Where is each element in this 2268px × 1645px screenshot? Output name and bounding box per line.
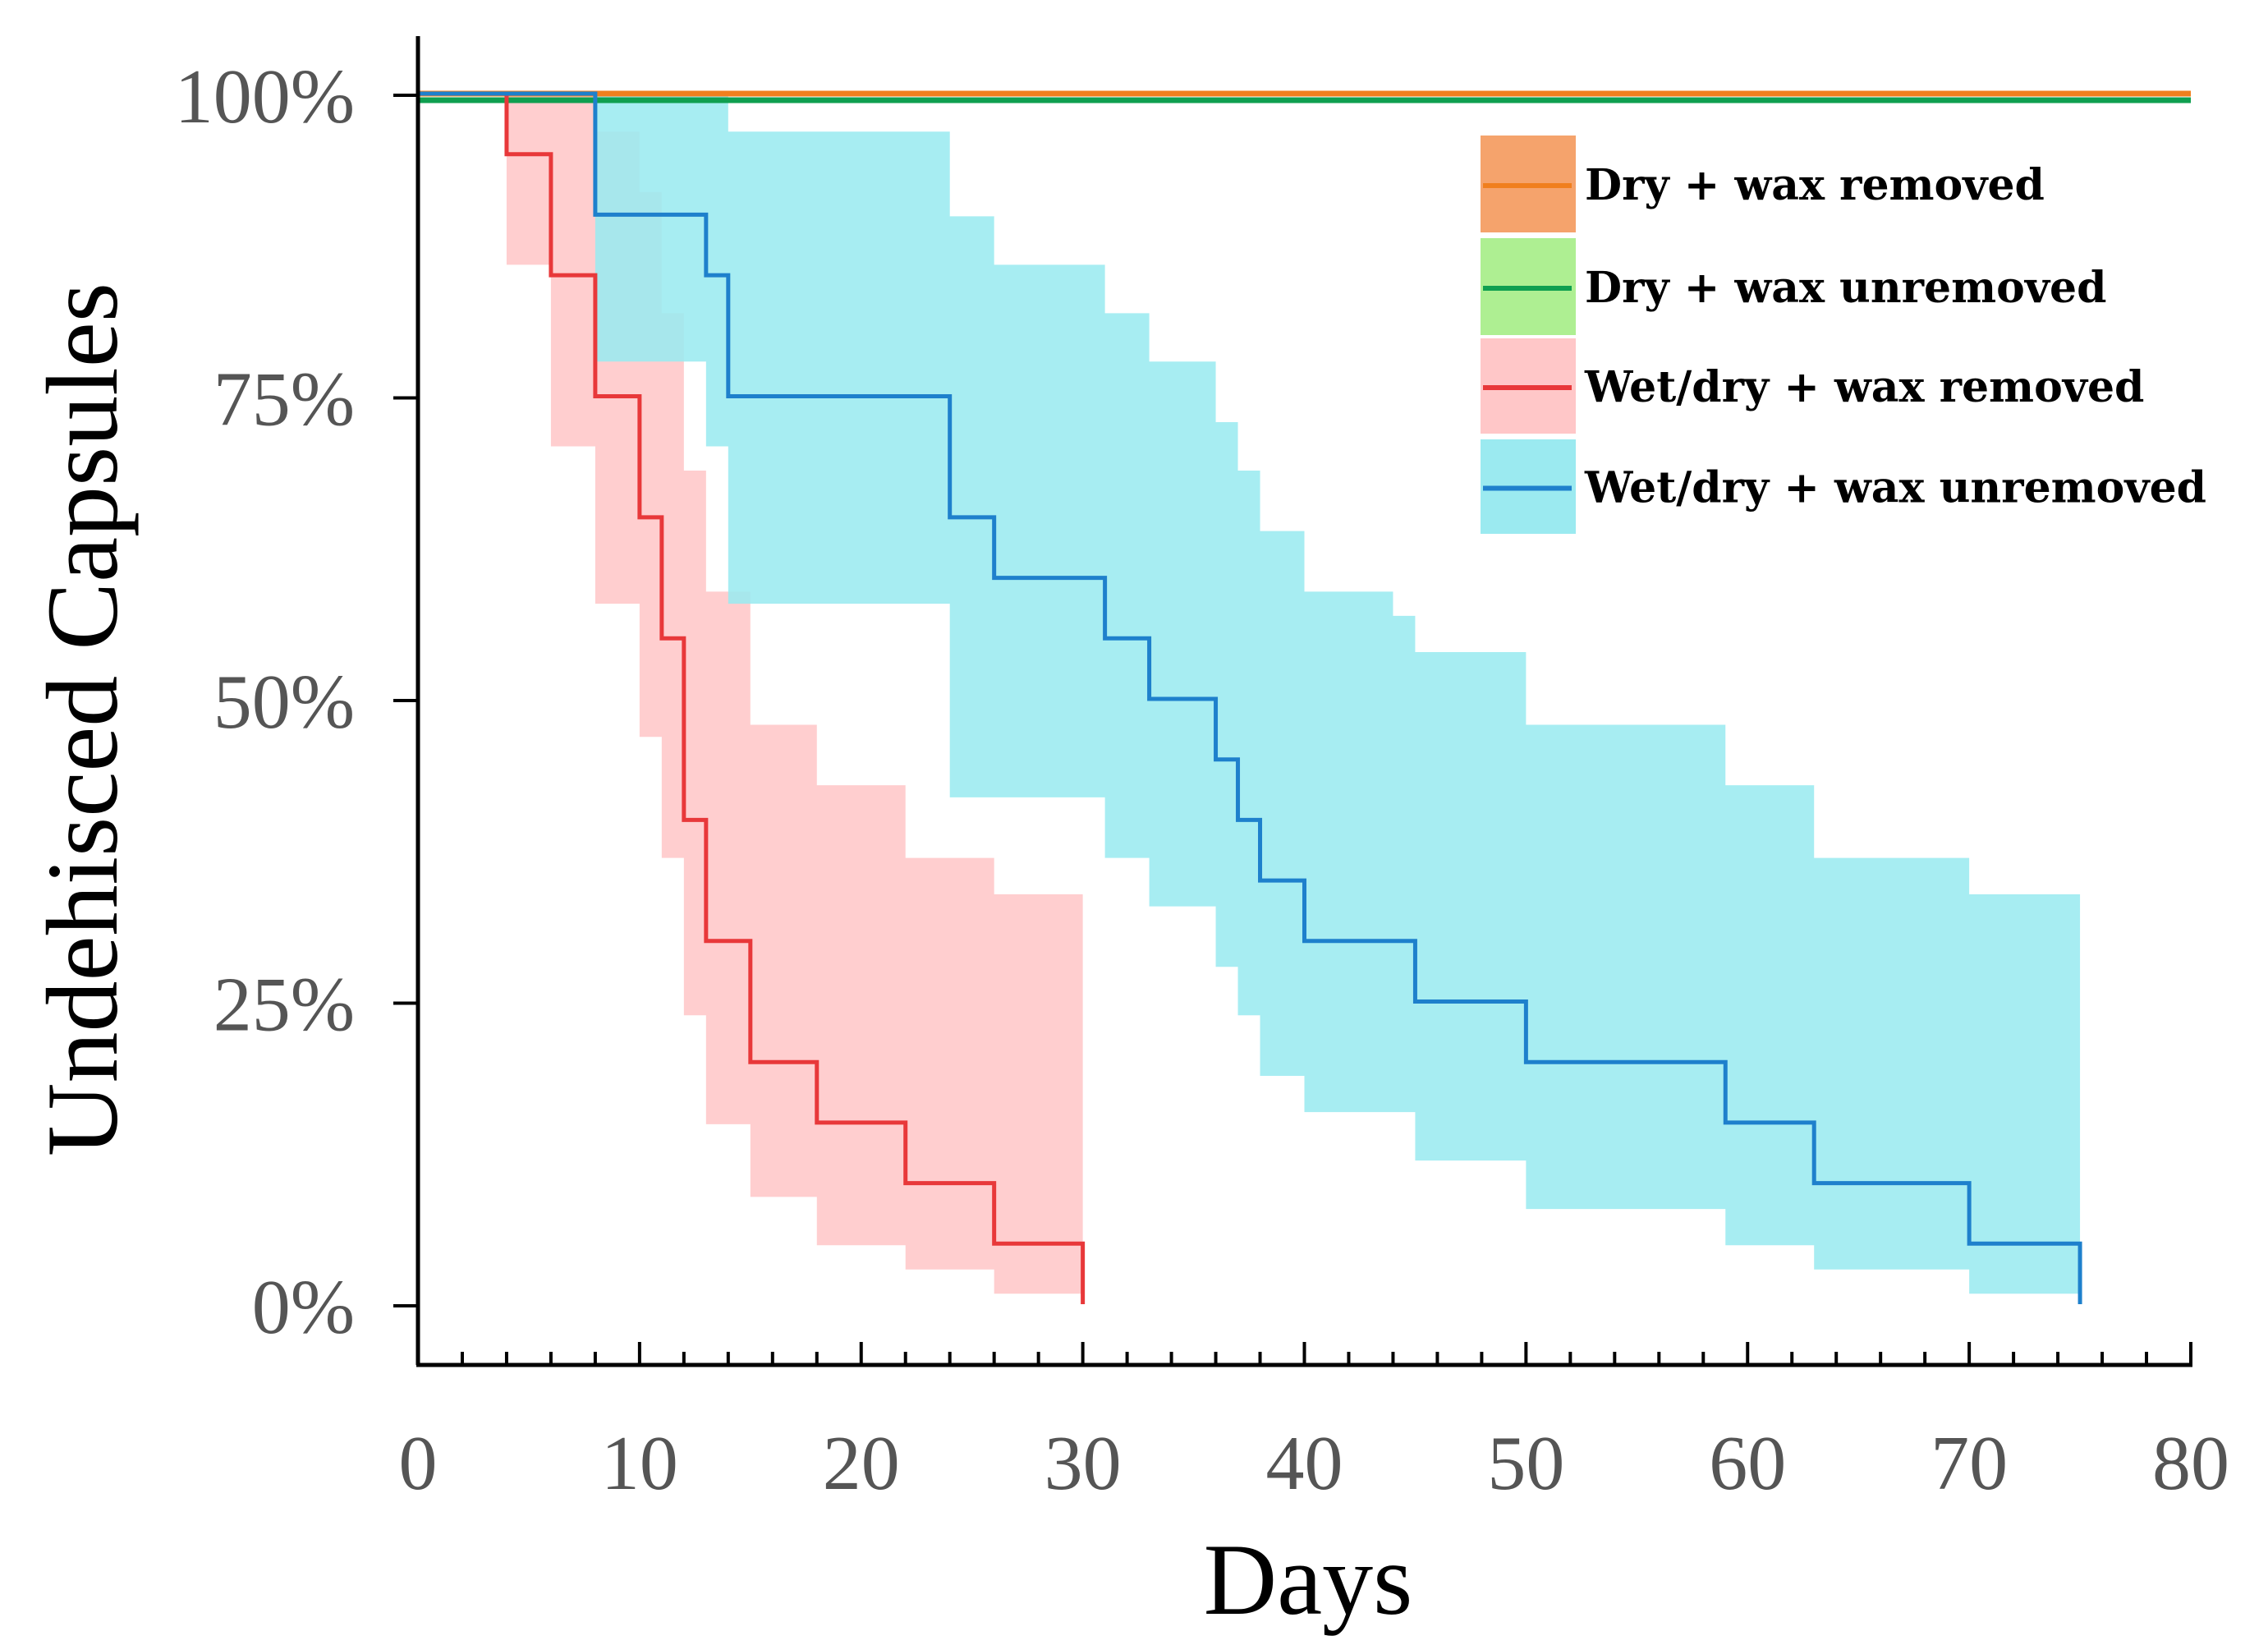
y-axis-title: Undehisced Capsules — [26, 283, 139, 1156]
x-tick-label: 80 — [2152, 1421, 2229, 1506]
legend-item-dry-wax-removed: Dry + wax removed — [1481, 136, 2045, 232]
x-tick-label: 10 — [601, 1421, 678, 1506]
legend-item-wet-dry-wax-removed: Wet/dry + wax removed — [1481, 338, 2144, 434]
y-tick-label: 25% — [213, 963, 355, 1048]
survival-lines — [418, 90, 2191, 1304]
x-tick-label: 0 — [399, 1421, 438, 1506]
x-tick-label: 50 — [1487, 1421, 1564, 1506]
wet-dry-wax-removed-line — [418, 91, 1086, 1304]
legend-label: Wet/dry + wax unremoved — [1584, 463, 2206, 513]
legend-item-wet-dry-wax-unremoved: Wet/dry + wax unremoved — [1481, 439, 2206, 534]
y-tick-label: 75% — [213, 357, 355, 443]
y-tick-label: 0% — [252, 1265, 355, 1350]
legend-item-dry-wax-unremoved: Dry + wax unremoved — [1481, 238, 2107, 335]
wet-dry-wax-unremoved-line — [418, 91, 2082, 1304]
x-tick-label: 70 — [1931, 1421, 2008, 1506]
legend: Dry + wax removed Dry + wax unremoved Wet/… — [1481, 136, 2206, 534]
x-tick-label: 40 — [1266, 1421, 1343, 1506]
legend-label: Dry + wax removed — [1585, 160, 2045, 210]
y-tick-label: 50% — [213, 659, 355, 745]
x-axis-title: Days — [1204, 1523, 1413, 1636]
x-tick-label: 30 — [1044, 1421, 1122, 1506]
y-tick-label: 100% — [175, 54, 355, 140]
wet-dry-wax-removed-band — [418, 95, 1083, 1294]
x-tick-label: 20 — [823, 1421, 900, 1506]
legend-label: Wet/dry + wax removed — [1584, 362, 2144, 412]
legend-label: Dry + wax unremoved — [1585, 263, 2107, 313]
x-tick-label: 60 — [1709, 1421, 1786, 1506]
ticks: 0 10 20 30 40 50 60 70 80 0% 25% 50% 75% 100% — [175, 54, 2229, 1506]
